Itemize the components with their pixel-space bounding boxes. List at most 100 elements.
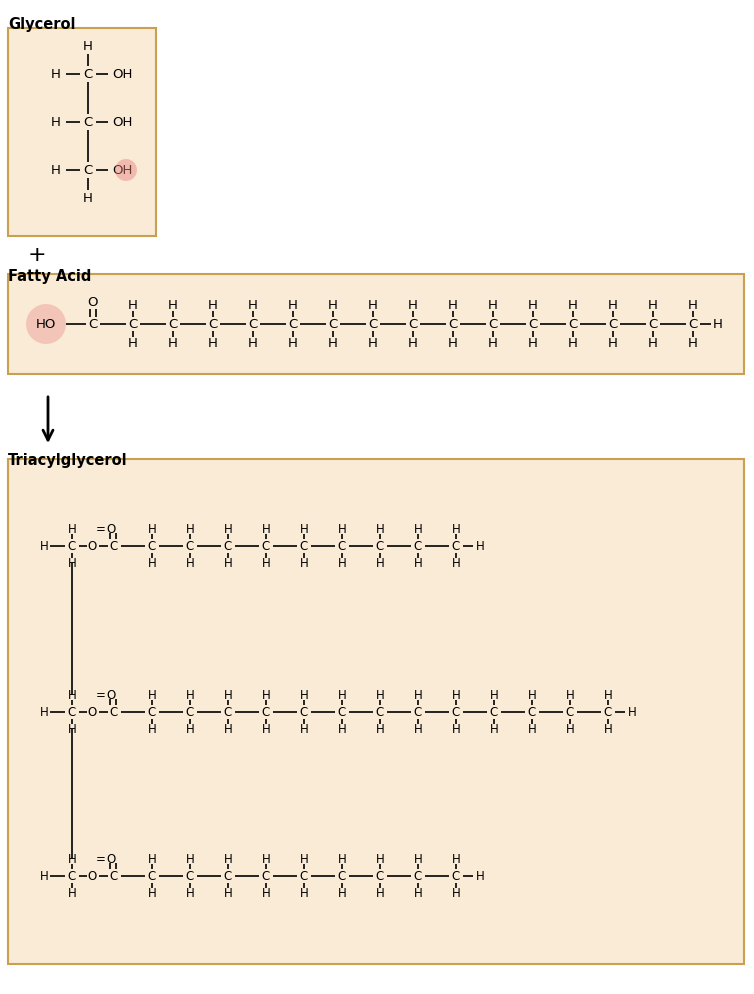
Text: C: C (569, 318, 578, 331)
Text: C: C (224, 870, 232, 883)
Text: H: H (489, 723, 498, 736)
Text: C: C (369, 318, 378, 331)
Text: H: H (185, 853, 195, 866)
Text: H: H (168, 337, 178, 350)
Text: C: C (329, 318, 338, 331)
Text: C: C (224, 706, 232, 719)
Text: H: H (224, 523, 232, 536)
Text: H: H (414, 523, 422, 536)
Text: H: H (476, 540, 484, 553)
Text: H: H (148, 523, 156, 536)
Text: C: C (376, 870, 384, 883)
Text: =: = (96, 689, 106, 702)
Text: C: C (84, 164, 93, 177)
Text: H: H (68, 689, 76, 702)
Text: H: H (408, 337, 418, 350)
Text: H: H (627, 706, 636, 719)
Text: C: C (449, 318, 458, 331)
Text: H: H (338, 853, 346, 866)
Text: C: C (300, 870, 308, 883)
Text: H: H (414, 887, 422, 900)
Text: H: H (338, 557, 346, 570)
Text: C: C (688, 318, 697, 331)
Text: H: H (488, 337, 498, 350)
Text: C: C (168, 318, 178, 331)
Text: H: H (375, 853, 385, 866)
Text: C: C (376, 540, 384, 553)
Text: H: H (375, 723, 385, 736)
Text: H: H (299, 887, 308, 900)
Text: H: H (338, 523, 346, 536)
Text: C: C (338, 706, 346, 719)
Text: O: O (87, 540, 97, 553)
Text: H: H (40, 540, 48, 553)
Text: H: H (224, 557, 232, 570)
Text: C: C (528, 706, 536, 719)
Text: H: H (68, 853, 76, 866)
Text: Fatty Acid: Fatty Acid (8, 268, 91, 283)
Text: O: O (87, 296, 98, 309)
Text: H: H (68, 887, 76, 900)
Text: C: C (490, 706, 498, 719)
Text: H: H (40, 706, 48, 719)
Text: H: H (604, 689, 612, 702)
Text: H: H (408, 299, 418, 312)
Text: H: H (488, 299, 498, 312)
Text: C: C (110, 870, 118, 883)
Text: Glycerol: Glycerol (8, 17, 75, 32)
Text: H: H (224, 887, 232, 900)
Text: H: H (368, 337, 378, 350)
Text: O: O (87, 870, 97, 883)
Text: C: C (84, 69, 93, 82)
Text: H: H (452, 723, 461, 736)
Text: H: H (375, 557, 385, 570)
Text: H: H (338, 887, 346, 900)
Text: H: H (185, 523, 195, 536)
Text: C: C (452, 540, 460, 553)
Text: H: H (208, 299, 218, 312)
Text: C: C (452, 706, 460, 719)
Circle shape (26, 305, 66, 345)
Text: H: H (288, 299, 298, 312)
Text: H: H (452, 523, 461, 536)
Text: H: H (414, 689, 422, 702)
Text: H: H (208, 337, 218, 350)
Text: H: H (299, 723, 308, 736)
Text: =: = (96, 523, 106, 536)
Text: H: H (414, 853, 422, 866)
Text: C: C (300, 540, 308, 553)
Text: H: H (448, 299, 458, 312)
Text: H: H (528, 689, 536, 702)
Text: C: C (604, 706, 612, 719)
Text: H: H (262, 523, 271, 536)
Text: H: H (528, 337, 538, 350)
Text: OH: OH (112, 69, 132, 82)
Text: H: H (476, 870, 484, 883)
Text: C: C (648, 318, 657, 331)
Text: C: C (186, 540, 194, 553)
Text: C: C (88, 318, 97, 331)
Text: H: H (299, 523, 308, 536)
Text: C: C (566, 706, 574, 719)
Text: H: H (489, 689, 498, 702)
Text: C: C (300, 706, 308, 719)
FancyBboxPatch shape (8, 274, 744, 375)
Text: C: C (529, 318, 538, 331)
Text: O: O (87, 706, 97, 719)
Text: H: H (51, 164, 61, 177)
Text: C: C (338, 870, 346, 883)
Text: H: H (262, 557, 271, 570)
Text: H: H (185, 689, 195, 702)
Text: +: + (28, 245, 47, 264)
Text: H: H (40, 870, 48, 883)
Text: C: C (186, 706, 194, 719)
Text: H: H (375, 887, 385, 900)
Text: H: H (375, 689, 385, 702)
Text: C: C (452, 870, 460, 883)
FancyBboxPatch shape (8, 459, 744, 964)
Text: H: H (148, 689, 156, 702)
Text: H: H (375, 523, 385, 536)
Text: H: H (248, 299, 258, 312)
Text: H: H (148, 853, 156, 866)
Text: H: H (688, 299, 698, 312)
